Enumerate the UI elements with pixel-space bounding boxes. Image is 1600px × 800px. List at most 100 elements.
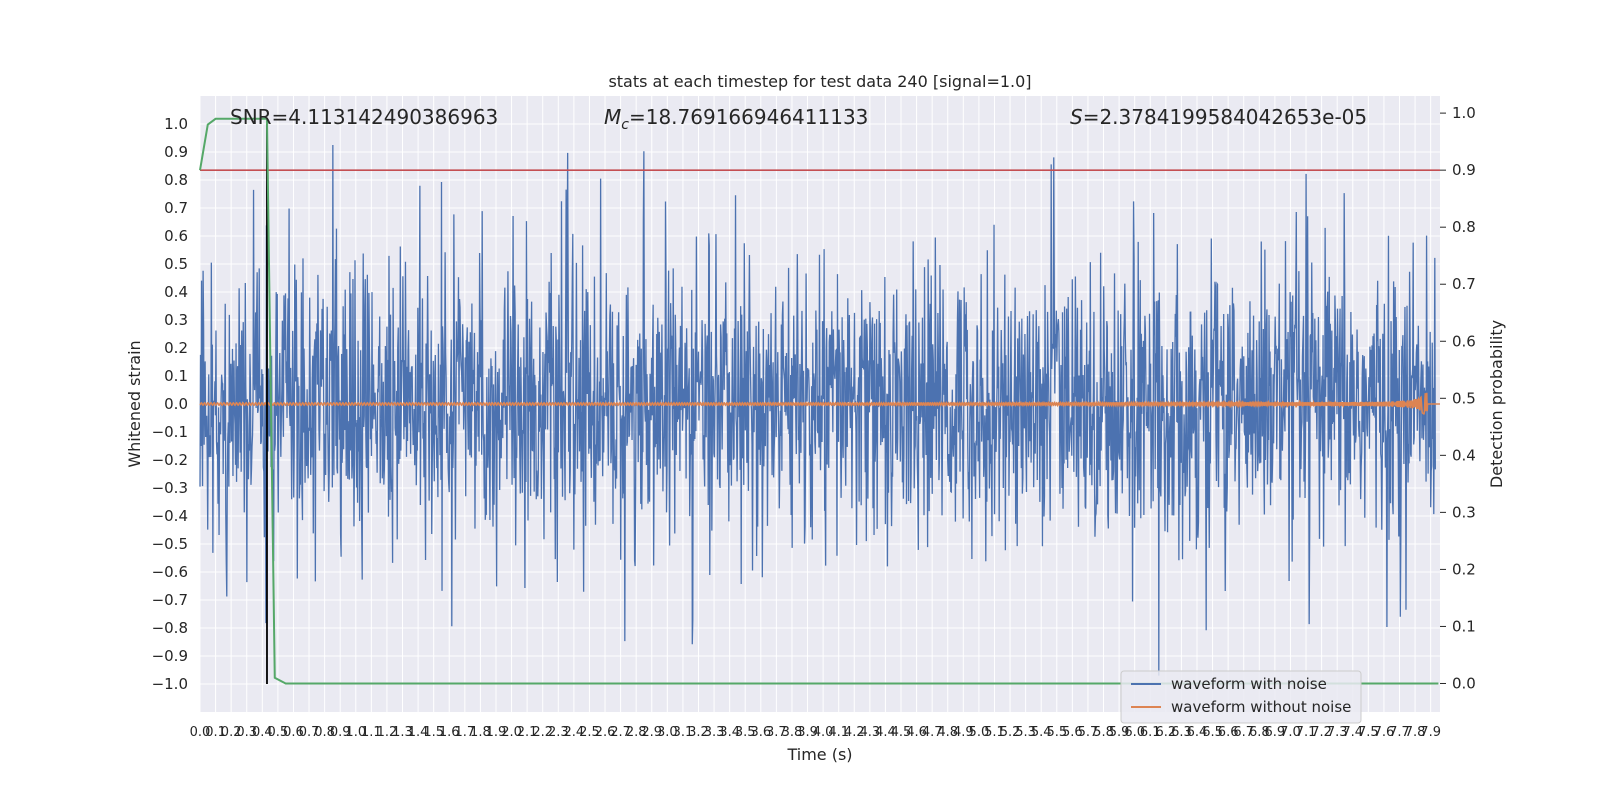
x-tick-label: 2.3 [548,725,569,740]
y-tick-label: 1.0 [164,115,188,133]
x-tick-label: 3.0 [657,725,678,740]
x-tick-label: 6.6 [1218,725,1239,740]
y-axis-label: Whitened strain [125,340,144,467]
y-tick-label: −0.5 [152,535,188,553]
x-tick-label: 3.3 [704,725,725,740]
mc-annotation: Mc=18.769166946411133 [604,105,868,133]
x-axis-label: Time (s) [786,745,852,764]
x-tick-label: 7.4 [1342,725,1363,740]
mc-symbol: M [604,105,621,129]
x-tick-label: 0.8 [314,725,335,740]
x-ticks: 0.00.10.20.30.40.50.60.70.80.91.01.11.21… [190,725,1441,740]
s-value: =2.3784199584042653e-05 [1083,105,1367,129]
x-tick-label: 4.4 [875,725,896,740]
x-tick-label: 0.9 [330,725,351,740]
x-tick-label: 0.7 [299,725,320,740]
mc-subscript: c [621,117,629,133]
x-tick-label: 3.2 [688,725,709,740]
x-tick-label: 1.3 [392,725,413,740]
y2-tick-label: 0.1 [1452,617,1476,635]
x-tick-label: 4.5 [891,725,912,740]
y2-tick-label: 0.0 [1452,674,1476,692]
y-tick-label: 0.2 [164,339,188,357]
y2-tick-label: 0.2 [1452,560,1476,578]
y-tick-label: 0.1 [164,367,188,385]
x-tick-label: 5.7 [1078,725,1099,740]
y-tick-label: −0.4 [152,507,188,525]
y2-tick-label: 0.5 [1452,389,1476,407]
x-tick-label: 5.4 [1031,725,1052,740]
y-tick-label: 0.0 [164,395,188,413]
x-tick-label: 6.8 [1249,725,1270,740]
x-tick-label: 2.0 [501,725,522,740]
x-tick-label: 0.3 [236,725,257,740]
series-waveform-with-noise [199,145,1436,676]
s-symbol: S [1070,105,1083,129]
x-tick-label: 6.4 [1187,725,1208,740]
x-tick-label: 0.0 [190,725,211,740]
x-tick-label: 2.1 [517,725,538,740]
y2-tick-label: 0.9 [1452,161,1476,179]
y2-tick-label: 0.3 [1452,503,1476,521]
y-tick-label: 0.6 [164,227,188,245]
y2-tick-label: 0.6 [1452,332,1476,350]
x-tick-label: 1.5 [423,725,444,740]
y2-tick-label: 0.8 [1452,218,1476,236]
x-tick-label: 2.4 [564,725,585,740]
x-tick-label: 1.2 [377,725,398,740]
y-tick-label: 0.7 [164,199,188,217]
y2-tick-label: 0.4 [1452,446,1476,464]
y-tick-label: −1.0 [152,675,188,693]
x-tick-label: 0.2 [221,725,242,740]
y-tick-label: −0.8 [152,619,188,637]
x-tick-label: 4.7 [922,725,943,740]
x-tick-label: 4.2 [844,725,865,740]
x-tick-label: 1.1 [361,725,382,740]
x-tick-label: 4.0 [813,725,834,740]
y-tick-label: −0.3 [152,479,188,497]
y2-axis-label: Detection probability [1487,320,1506,488]
x-tick-label: 7.2 [1311,725,1332,740]
y2-tick-label: 1.0 [1452,104,1476,122]
x-tick-label: 0.5 [268,725,289,740]
x-tick-label: 4.1 [828,725,849,740]
x-tick-label: 7.6 [1374,725,1395,740]
x-tick-label: 7.7 [1389,725,1410,740]
y-tick-label: 0.3 [164,311,188,329]
x-tick-label: 3.1 [673,725,694,740]
x-tick-label: 1.9 [486,725,507,740]
x-tick-label: 2.8 [626,725,647,740]
x-tick-label: 4.8 [937,725,958,740]
x-tick-label: 2.5 [579,725,600,740]
x-tick-label: 0.1 [205,725,226,740]
x-tick-label: 3.7 [766,725,787,740]
x-tick-label: 7.3 [1327,725,1348,740]
y-tick-label: 0.9 [164,143,188,161]
x-tick-label: 3.4 [719,725,740,740]
detection-probability-curve [199,117,1439,685]
x-tick-label: 6.3 [1171,725,1192,740]
x-tick-label: 5.6 [1062,725,1083,740]
x-tick-label: 1.6 [439,725,460,740]
x-tick-label: 4.9 [953,725,974,740]
mc-value: =18.769166946411133 [629,105,868,129]
x-tick-label: 3.5 [735,725,756,740]
x-tick-label: 6.7 [1233,725,1254,740]
x-tick-label: 4.6 [906,725,927,740]
noise-series [199,145,1436,676]
x-tick-label: 7.1 [1296,725,1317,740]
x-tick-label: 3.6 [750,725,771,740]
y-tick-label: −0.1 [152,423,188,441]
x-tick-label: 2.9 [641,725,662,740]
x-tick-label: 6.2 [1155,725,1176,740]
y-tick-label: −0.2 [152,451,188,469]
x-tick-label: 3.8 [782,725,803,740]
x-tick-label: 1.7 [454,725,475,740]
x-tick-label: 6.0 [1124,725,1145,740]
y2-ticks: 1.0 0.9 0.8 0.7 0.6 0.5 0.4 0.3 0.2 0.1 0.0 [1440,104,1476,692]
x-tick-label: 6.5 [1202,725,1223,740]
legend-label-clean: waveform without noise [1171,698,1351,716]
x-tick-label: 5.1 [984,725,1005,740]
x-tick-label: 0.4 [252,725,273,740]
x-tick-label: 6.9 [1265,725,1286,740]
